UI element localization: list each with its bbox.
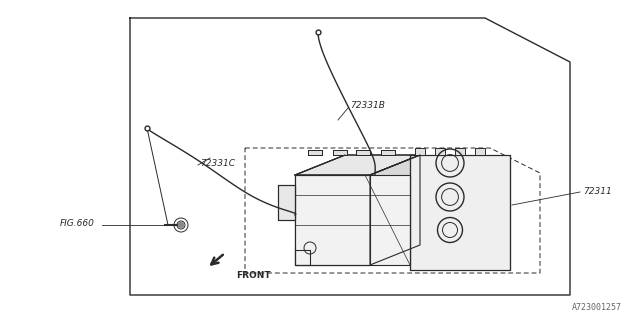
Polygon shape — [295, 175, 370, 265]
Polygon shape — [370, 155, 420, 265]
Polygon shape — [455, 148, 465, 155]
Polygon shape — [381, 150, 395, 155]
Text: 72331C: 72331C — [200, 158, 235, 167]
Polygon shape — [415, 148, 425, 155]
Polygon shape — [435, 148, 445, 155]
Polygon shape — [308, 150, 322, 155]
Polygon shape — [410, 155, 510, 270]
Polygon shape — [278, 185, 295, 220]
Polygon shape — [333, 150, 347, 155]
Text: FIG.660: FIG.660 — [60, 220, 95, 228]
Text: FRONT: FRONT — [236, 270, 271, 279]
Polygon shape — [295, 155, 420, 175]
Polygon shape — [475, 148, 485, 155]
Polygon shape — [356, 150, 370, 155]
Text: 72311: 72311 — [583, 188, 612, 196]
Polygon shape — [295, 175, 410, 265]
Text: A723001257: A723001257 — [572, 303, 622, 312]
Text: 72331B: 72331B — [350, 100, 385, 109]
Circle shape — [178, 222, 184, 228]
